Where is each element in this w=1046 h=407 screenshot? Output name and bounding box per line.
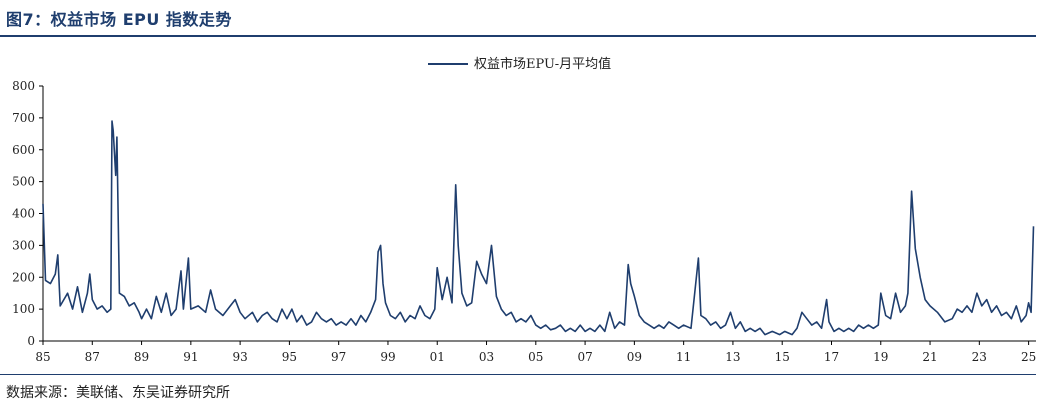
x-tick-label: 09 <box>627 350 642 364</box>
x-tick-label: 05 <box>528 350 543 364</box>
x-tick-label: 91 <box>183 350 198 364</box>
x-tick-label: 11 <box>676 350 691 364</box>
x-tick-label: 87 <box>85 350 100 364</box>
y-tick-label: 700 <box>12 111 35 125</box>
x-tick-label: 17 <box>824 350 839 364</box>
legend-label: 权益市场EPU-月平均值 <box>474 56 611 72</box>
x-tick-label: 07 <box>577 350 592 364</box>
source-note: 数据来源：美联储、东吴证券研究所 <box>6 385 230 401</box>
x-tick-label: 95 <box>282 350 297 364</box>
y-tick-label: 100 <box>12 302 35 316</box>
x-tick-label: 93 <box>232 350 247 364</box>
series-layer <box>42 120 1035 336</box>
series-line-0 <box>42 120 1035 336</box>
x-tick-label: 15 <box>775 350 790 364</box>
title-rule <box>0 35 1036 37</box>
chart-legend: 权益市场EPU-月平均值 <box>428 56 611 72</box>
page-title: 图7：权益市场 EPU 指数走势 <box>6 10 232 29</box>
y-tick-label: 800 <box>12 79 35 93</box>
y-tick-label: 400 <box>12 207 35 221</box>
x-tick-label: 01 <box>430 350 445 364</box>
y-tick-label: 0 <box>27 334 35 348</box>
x-tick-label: 03 <box>479 350 494 364</box>
y-axis: 0 100 200 300 400 500 600 700 800 <box>12 79 44 348</box>
epu-line-chart: 0 100 200 300 400 500 600 700 800 85 87 89 91 93 95 97… <box>12 56 1036 364</box>
x-tick-label: 25 <box>1021 350 1036 364</box>
x-tick-label: 21 <box>922 350 937 364</box>
y-tick-label: 200 <box>12 270 35 284</box>
y-tick-label: 600 <box>12 143 35 157</box>
x-tick-label: 85 <box>35 350 50 364</box>
x-tick-label: 19 <box>873 350 888 364</box>
y-tick-label: 500 <box>12 175 35 189</box>
x-tick-label: 23 <box>972 350 987 364</box>
x-tick-label: 13 <box>725 350 740 364</box>
x-tick-label: 97 <box>331 350 346 364</box>
footer-rule <box>0 374 1036 375</box>
x-tick-label: 89 <box>134 350 149 364</box>
x-axis: 85 87 89 91 93 95 97 99 01 03 05 07 09 11 13 15 17 19 21 23… <box>35 340 1036 364</box>
y-tick-label: 300 <box>12 238 35 252</box>
x-tick-label: 99 <box>380 350 395 364</box>
